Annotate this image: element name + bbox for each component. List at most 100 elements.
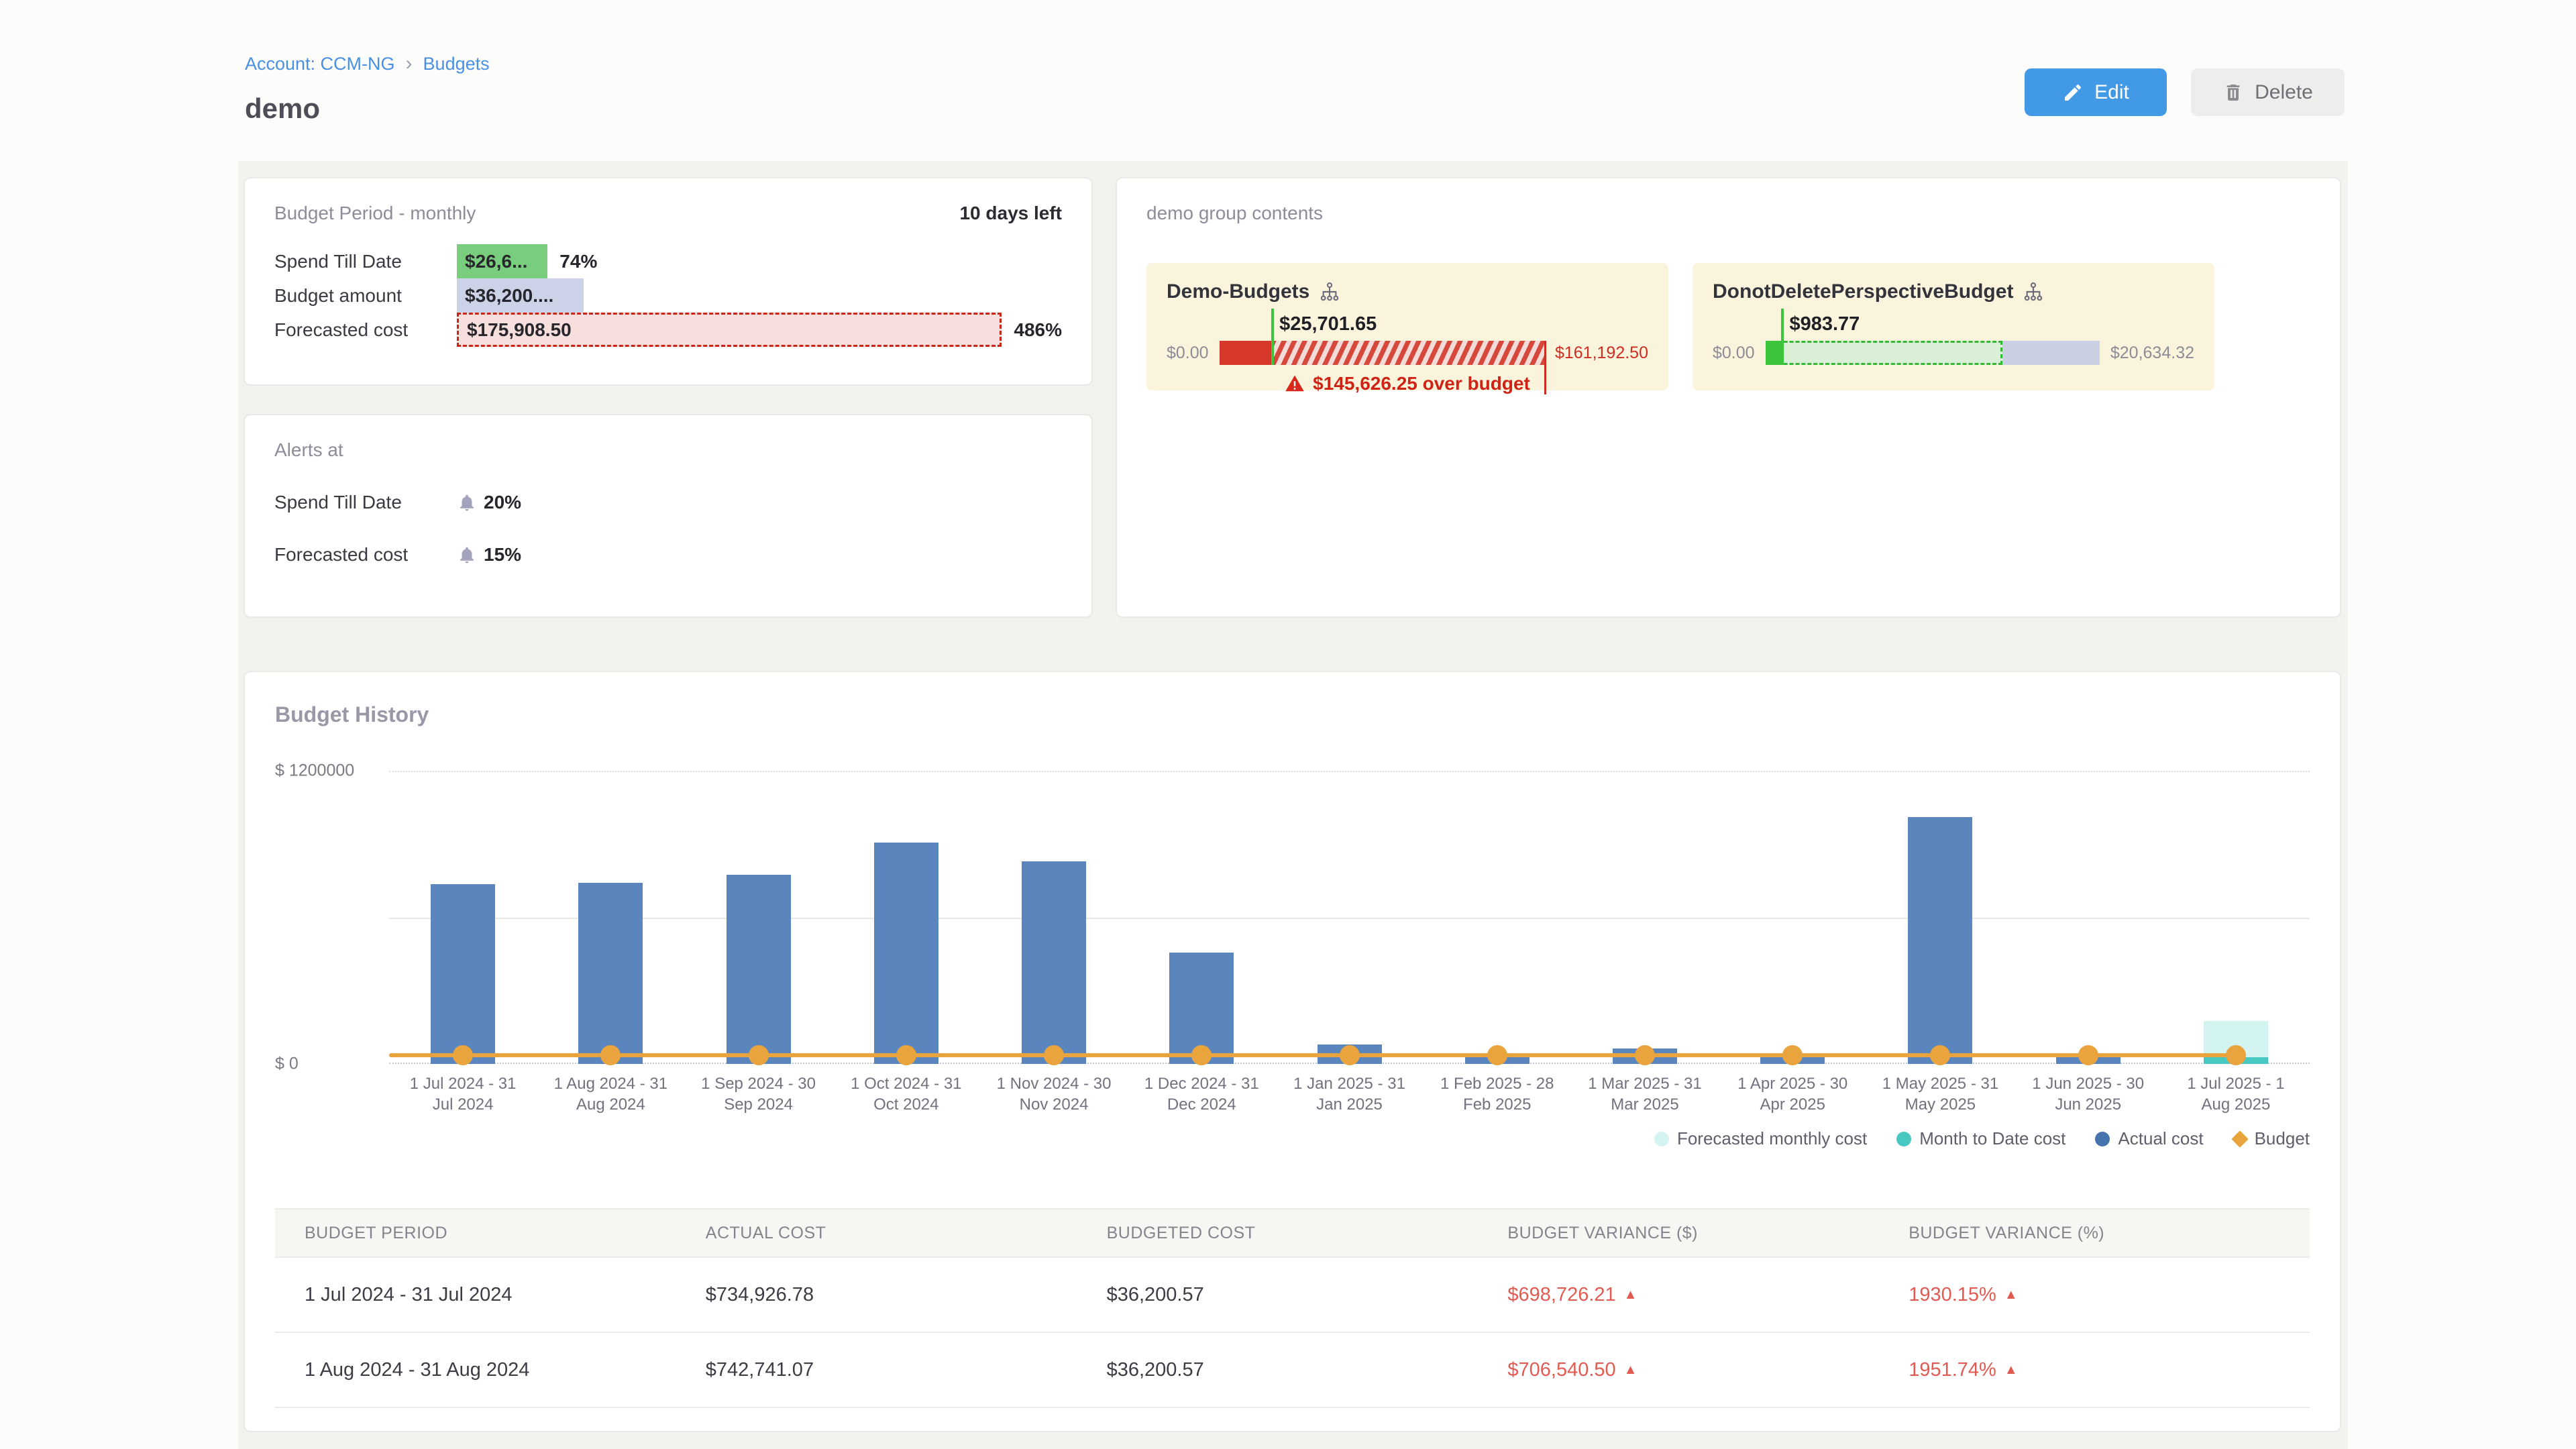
budget-period-card-title: Budget Period - monthly — [274, 203, 476, 223]
budget-line-marker — [748, 1044, 769, 1065]
demo-budgets-progress-bar: $25,701.65 — [1219, 309, 1546, 394]
legend-label: Forecasted monthly cost — [1676, 1128, 1868, 1148]
alerts-card: Alerts at Spend Till Date 20% Forecasted… — [244, 414, 1093, 618]
budget-line-marker — [896, 1044, 916, 1065]
x-axis-label: 1 Feb 2025 - 28 Feb 2025 — [1440, 1075, 1554, 1114]
cell-variance-usd: $698,726.21 ▲ — [1507, 1283, 1638, 1305]
legend-item-month-to-date-cost[interactable]: Month to Date cost — [1896, 1128, 2065, 1149]
x-axis-label: 1 Apr 2025 - 30 Apr 2025 — [1737, 1075, 1848, 1114]
hierarchy-icon — [1321, 282, 1339, 301]
circle-swatch-icon — [1654, 1131, 1669, 1146]
over-budget-end-line — [1544, 341, 1546, 394]
legend-item-forecasted-monthly-cost[interactable]: Forecasted monthly cost — [1654, 1128, 1867, 1149]
edit-button[interactable]: Edit — [2025, 68, 2167, 116]
x-axis-label: 1 Mar 2025 - 31 Mar 2025 — [1588, 1075, 1702, 1114]
budget-line-marker — [453, 1044, 474, 1065]
budget-name: Demo-Budgets — [1167, 280, 1310, 303]
budget-card-donotdelete[interactable]: DonotDeletePerspectiveBudget $0.00 $983.… — [1693, 263, 2214, 390]
cell-period: 1 Aug 2024 - 31 Aug 2024 — [305, 1358, 530, 1381]
y-axis-zero-label: $ 0 — [275, 1054, 299, 1073]
cell-variance-usd: $706,540.50 ▲ — [1507, 1358, 1638, 1381]
chart-column — [980, 771, 1128, 1065]
budget-line-marker — [1930, 1044, 1951, 1065]
chart-column — [1719, 771, 1866, 1065]
diamond-swatch-icon — [2231, 1130, 2249, 1148]
up-triangle-icon: ▲ — [2004, 1287, 2018, 1302]
forecasted-cost-value: $175,908.50 — [467, 319, 572, 340]
x-axis-label: 1 Sep 2024 - 30 Sep 2024 — [701, 1075, 816, 1114]
breadcrumb-budgets-link[interactable]: Budgets — [423, 53, 490, 74]
alerts-card-title: Alerts at — [274, 439, 343, 460]
budget-amount-bar: $36,200.... — [457, 278, 584, 313]
x-axis-label: 1 Jul 2025 - 1 Aug 2025 — [2187, 1075, 2285, 1114]
alert-spend-value: 20% — [484, 492, 522, 513]
spend-marker-tick — [1271, 309, 1275, 365]
budget-line-marker — [1339, 1044, 1360, 1065]
budget-history-table: BUDGET PERIOD ACTUAL COST BUDGETED COST BUD… — [275, 1208, 2310, 1408]
table-header-row: BUDGET PERIOD ACTUAL COST BUDGETED COST BUD… — [275, 1208, 2310, 1258]
spend-segment — [1219, 341, 1272, 365]
cell-actual: $742,741.07 — [705, 1358, 814, 1381]
legend-label: Actual cost — [2118, 1128, 2204, 1148]
chart-column — [537, 771, 684, 1065]
group-card-title: demo group contents — [1146, 203, 1324, 223]
circle-swatch-icon — [1896, 1131, 1912, 1146]
budget-line — [389, 1053, 2236, 1057]
cell-actual: $734,926.78 — [705, 1283, 814, 1305]
budget-period-card: Budget Period - monthly 10 days left Spe… — [244, 177, 1093, 386]
actual-cost-bar — [873, 843, 938, 1064]
forecasted-cost-label: Forecasted cost — [274, 319, 409, 340]
budget-line-marker — [600, 1044, 621, 1065]
chart-column — [1424, 771, 1571, 1065]
forecast-segment — [1765, 341, 2003, 365]
actual-cost-bar — [1022, 861, 1087, 1064]
budget-line-marker — [1634, 1044, 1655, 1065]
trash-icon — [2226, 84, 2240, 101]
chart-column — [1571, 771, 1719, 1065]
spend-segment — [1765, 341, 1782, 365]
x-axis-label: 1 Jun 2025 - 30 Jun 2025 — [2032, 1075, 2145, 1114]
budget-name: DonotDeletePerspectiveBudget — [1713, 280, 2014, 303]
table-header-cell: BUDGET VARIANCE (%) — [1909, 1223, 2105, 1242]
legend-item-budget[interactable]: Budget — [2231, 1128, 2310, 1149]
spend-till-date-bar: $26,6... — [457, 244, 548, 278]
page-header: Account: CCM-NG › Budgets demo Edit Dele… — [245, 52, 2345, 125]
hierarchy-icon — [2025, 282, 2043, 301]
up-triangle-icon: ▲ — [1623, 1287, 1638, 1302]
spend-till-date-percent: 74% — [559, 250, 598, 272]
spend-marker-label: $983.77 — [1789, 313, 1860, 335]
table-header-cell: BUDGET VARIANCE ($) — [1507, 1223, 1699, 1242]
cell-budgeted: $36,200.57 — [1106, 1283, 1204, 1305]
overage-hatched-segment — [1271, 341, 1544, 365]
pencil-icon — [2065, 84, 2082, 101]
bar-min-label: $0.00 — [1713, 343, 1755, 362]
actual-cost-bar — [726, 874, 791, 1064]
budget-history-card: Budget History $ 1200000 $ 0 1 Jul 2024 … — [244, 671, 2341, 1432]
alert-forecast-value: 15% — [484, 544, 522, 565]
spend-till-date-label: Spend Till Date — [274, 251, 402, 272]
x-axis-label: 1 May 2025 - 31 May 2025 — [1882, 1075, 1999, 1114]
over-budget-text: $145,626.25 over budget — [1313, 373, 1530, 394]
bar-max-label: $161,192.50 — [1554, 343, 1648, 362]
spend-till-date-value: $26,6... — [465, 250, 528, 272]
chart-column — [389, 771, 537, 1065]
breadcrumb-account-link[interactable]: Account: CCM-NG — [245, 53, 395, 74]
cell-variance-pct: 1930.15% ▲ — [1909, 1283, 2018, 1305]
delete-button[interactable]: Delete — [2191, 68, 2345, 116]
legend-item-actual-cost[interactable]: Actual cost — [2095, 1128, 2204, 1149]
spend-marker-tick — [1781, 309, 1784, 365]
bell-icon — [460, 547, 474, 564]
chart-column — [1866, 771, 2014, 1065]
chart-column — [2162, 771, 2310, 1065]
page-title: demo — [245, 93, 321, 124]
forecasted-cost-bar: $175,908.50 — [457, 313, 1002, 347]
chart-column — [1128, 771, 1275, 1065]
gridline-top — [389, 771, 2310, 772]
chevron-right-icon: › — [405, 52, 413, 74]
budget-history-title: Budget History — [275, 702, 429, 727]
forecasted-cost-percent: 486% — [1014, 319, 1062, 340]
budget-card-demo-budgets[interactable]: Demo-Budgets $0.00 $25,701.65 — [1146, 263, 1668, 394]
edit-button-label: Edit — [2094, 80, 2129, 103]
alert-forecast-label: Forecasted cost — [274, 544, 409, 565]
budget-line-marker — [1782, 1044, 1803, 1065]
